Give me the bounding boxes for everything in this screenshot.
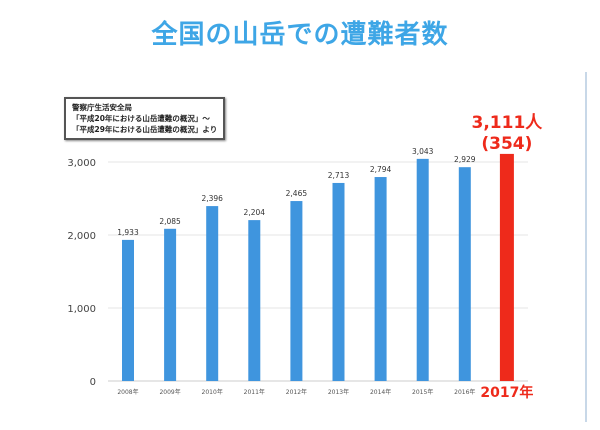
bar <box>290 201 303 381</box>
source-note: 警察庁生活安全局 「平成20年における山岳遭難の概況」～ 「平成29年における山… <box>64 97 226 140</box>
source-line: 警察庁生活安全局 <box>72 103 132 112</box>
x-tick-label-highlight: 2017年 <box>480 384 533 401</box>
source-line: 「平成29年における山岳遭難の概況」より <box>72 125 218 134</box>
bar <box>206 206 219 381</box>
y-tick-label: 2,000 <box>67 231 96 242</box>
data-label: 2,204 <box>244 208 266 217</box>
x-tick-label: 2011年 <box>244 388 265 396</box>
data-label: 2,794 <box>370 165 392 174</box>
bar <box>248 220 261 381</box>
data-label: 3,043 <box>412 147 434 156</box>
data-label: 2,713 <box>328 171 350 180</box>
bar <box>458 167 471 381</box>
chart-frame <box>10 72 587 422</box>
highlight-bar <box>499 153 514 381</box>
y-tick-label: 0 <box>90 377 96 388</box>
bar <box>374 177 387 381</box>
x-tick-label: 2010年 <box>202 388 223 396</box>
y-tick-label: 1,000 <box>67 304 96 315</box>
data-label: 2,929 <box>454 155 476 164</box>
highlight-value-label: 3,111人 <box>472 113 544 133</box>
x-tick-label: 2016年 <box>454 388 475 396</box>
data-label: 2,465 <box>286 189 308 198</box>
data-label: 1,933 <box>117 228 139 237</box>
x-tick-label: 2014年 <box>370 388 391 396</box>
source-line: 「平成20年における山岳遭難の概況」～ <box>72 114 210 123</box>
bar <box>164 228 177 381</box>
bar <box>416 158 429 381</box>
x-tick-label: 2009年 <box>159 388 180 396</box>
x-tick-label: 2008年 <box>117 388 138 396</box>
bar <box>122 239 134 381</box>
data-label: 2,396 <box>201 194 223 203</box>
x-tick-label: 2013年 <box>328 388 349 396</box>
highlight-sub-label: (354) <box>481 134 532 154</box>
bar <box>332 182 345 381</box>
page-title: 全国の山岳での遭難者数 <box>151 20 449 50</box>
x-tick-label: 2012年 <box>286 388 307 396</box>
y-tick-label: 3,000 <box>67 158 96 169</box>
x-tick-label: 2015年 <box>412 388 433 396</box>
data-label: 2,085 <box>159 217 181 226</box>
